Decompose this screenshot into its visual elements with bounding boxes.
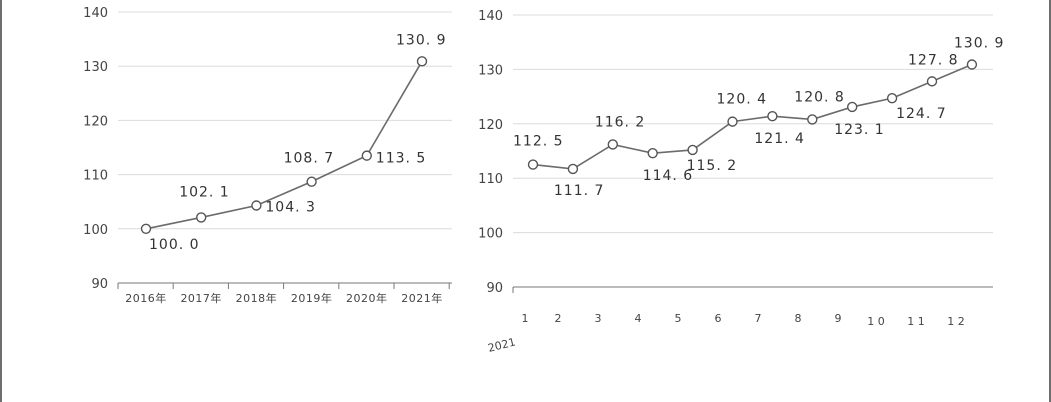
x-tick-label: 8 <box>795 312 802 325</box>
x-tick-label: 3 <box>595 312 602 325</box>
x-tick-label: 9 <box>835 312 842 325</box>
y-tick-label: 100 <box>83 223 108 238</box>
y-tick-label: 140 <box>83 6 108 21</box>
series-line <box>145 60 423 230</box>
data-label: 111. 7 <box>554 183 605 199</box>
data-point <box>807 114 818 125</box>
data-label: 114. 6 <box>643 168 694 184</box>
data-label: 124. 7 <box>896 106 947 122</box>
x-tick-label: 6 <box>715 312 722 325</box>
x-tick-label: 2021年 <box>401 291 443 305</box>
data-point <box>926 76 938 87</box>
y-tick-label: 110 <box>83 169 108 184</box>
x-tick-label: 2 <box>555 312 562 325</box>
data-label: 130. 9 <box>396 32 447 48</box>
x-tick-label: 5 <box>675 312 682 325</box>
x-tick-label: 1 1 <box>907 315 925 328</box>
data-label: 113. 5 <box>376 151 427 167</box>
x-tick-label: 2016年 <box>125 291 167 305</box>
annual-index-line-chart: 140 130 120 110 100 90 2016年 2017年 2018年 2019年 202… <box>83 6 452 305</box>
data-label: 120. 4 <box>717 92 768 108</box>
data-point <box>966 59 978 70</box>
data-point <box>361 150 372 161</box>
data-point <box>886 93 898 104</box>
page-border-left <box>0 0 2 402</box>
data-point <box>251 200 262 211</box>
data-point <box>727 116 738 127</box>
x-tick-label: 2018年 <box>236 291 278 305</box>
data-point <box>416 56 428 67</box>
x-tick-label: 1 0 <box>867 315 885 328</box>
data-label: 130. 9 <box>954 36 1005 52</box>
x-tick-label: 2020年 <box>346 291 388 305</box>
data-label: 123. 1 <box>834 122 885 138</box>
data-label: 115. 2 <box>687 158 738 174</box>
data-label: 120. 8 <box>794 89 845 105</box>
x-tick-label: 1 <box>522 312 529 325</box>
y-tick-label: 140 <box>478 9 503 24</box>
data-label: 102. 1 <box>179 184 230 200</box>
data-label: 121. 4 <box>754 131 805 147</box>
data-point <box>647 147 658 159</box>
data-point <box>527 159 539 170</box>
data-point <box>195 212 207 223</box>
data-label: 100. 0 <box>149 237 200 253</box>
x-tick-label: 4 <box>635 312 642 325</box>
page-border-right <box>1049 0 1051 402</box>
x-tick-label: 2017年 <box>180 291 222 305</box>
y-tick-label: 130 <box>478 63 503 78</box>
x-tick-label: 2019年 <box>291 291 333 305</box>
data-label: 127. 8 <box>908 52 959 68</box>
y-tick-label: 90 <box>91 277 108 292</box>
y-tick-label: 120 <box>83 114 108 129</box>
y-tick-label: 110 <box>478 172 503 187</box>
data-label: 112. 5 <box>513 134 564 150</box>
y-tick-label: 120 <box>478 118 503 133</box>
data-point <box>847 101 858 113</box>
x-tick-label: 7 <box>755 312 762 325</box>
y-tick-label: 130 <box>83 60 108 75</box>
series-line <box>532 63 973 170</box>
data-point <box>306 176 317 187</box>
data-label: 104. 3 <box>265 199 316 215</box>
data-point <box>687 144 698 156</box>
data-point <box>140 223 152 235</box>
data-point <box>767 110 778 122</box>
data-label: 108. 7 <box>284 151 335 167</box>
x-tick-label: 1 2 <box>947 315 965 328</box>
year-label: 2021 <box>487 336 517 355</box>
data-label: 116. 2 <box>595 114 646 130</box>
data-point <box>607 139 618 150</box>
y-tick-label: 90 <box>486 281 503 296</box>
data-point <box>567 163 579 175</box>
y-tick-label: 100 <box>478 227 503 242</box>
